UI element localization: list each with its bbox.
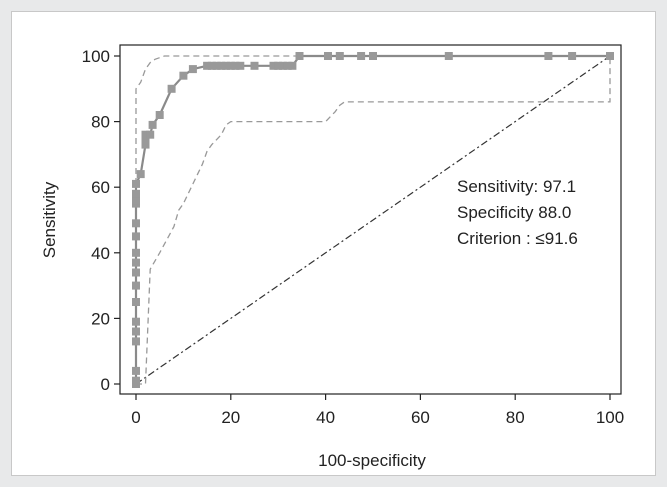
roc-point-marker [222, 61, 231, 70]
roc-point-marker [288, 61, 297, 70]
roc-point-marker [236, 61, 245, 70]
roc-point-marker [444, 52, 453, 60]
specificity-annotation: Specificity 88.0 [457, 203, 571, 222]
x-tick-label: 60 [411, 408, 430, 427]
roc-point-marker [132, 366, 140, 375]
roc-point-marker [136, 170, 145, 179]
roc-curve-layer [132, 52, 614, 388]
x-tick-label: 100 [596, 408, 624, 427]
roc-point-marker [357, 52, 366, 60]
roc-point-marker [207, 61, 216, 70]
criterion-annotation: Criterion : ≤91.6 [457, 229, 578, 248]
roc-point-marker [132, 248, 140, 257]
roc-point-marker [278, 61, 287, 70]
roc-point-marker [132, 232, 140, 241]
roc-point-marker [155, 111, 164, 119]
x-tick-label: 80 [506, 408, 525, 427]
roc-point-marker [132, 189, 140, 198]
roc-point-marker [283, 61, 292, 70]
roc-point-marker [141, 130, 150, 139]
roc-point-marker [141, 140, 150, 149]
roc-point-marker [132, 376, 140, 385]
roc-point-marker [226, 61, 235, 70]
roc-point-marker [132, 337, 140, 346]
roc-point-marker [132, 179, 140, 188]
roc-point-marker [148, 120, 157, 129]
roc-point-marker [132, 219, 140, 228]
reference-diagonal-layer [135, 55, 611, 385]
roc-point-marker [568, 52, 577, 60]
y-axis-title: Sensitivity [40, 181, 59, 258]
x-axis: 0 20 40 60 80 100 [131, 394, 624, 427]
roc-point-marker [250, 61, 259, 70]
roc-point-marker [269, 61, 278, 70]
roc-point-marker [132, 298, 140, 306]
roc-point-marker [369, 52, 377, 60]
roc-point-marker [132, 268, 140, 277]
x-tick-label: 0 [131, 408, 140, 427]
y-tick-label: 20 [91, 309, 110, 328]
roc-point-marker [217, 61, 226, 70]
roc-point-marker [132, 327, 140, 336]
figure-panel [11, 11, 656, 476]
y-tick-label: 80 [91, 113, 110, 132]
roc-point-marker [188, 65, 197, 74]
x-tick-label: 20 [221, 408, 240, 427]
roc-point-marker [179, 71, 188, 80]
roc-point-marker [132, 258, 140, 267]
y-tick-label: 0 [101, 375, 110, 394]
roc-point-marker [132, 317, 140, 326]
roc-point-marker [606, 52, 614, 60]
roc-point-marker [335, 52, 344, 60]
y-tick-label: 100 [82, 47, 110, 66]
roc-point-marker [167, 84, 176, 93]
plot-area-border [119, 44, 622, 395]
roc-point-marker [324, 52, 332, 60]
roc-point-marker [132, 281, 140, 290]
roc-point-marker [212, 61, 221, 70]
x-axis-title: 100-specificity [318, 451, 426, 470]
roc-point-marker [295, 52, 304, 60]
sensitivity-annotation: Sensitivity: 97.1 [457, 177, 576, 196]
roc-point-marker [544, 52, 553, 60]
roc-point-marker [274, 61, 283, 70]
lower-ci-line [136, 56, 611, 385]
y-axis: 0 20 40 60 80 100 [82, 47, 120, 394]
x-tick-label: 40 [316, 408, 335, 427]
roc-point-marker [231, 61, 240, 70]
roc-point-marker [203, 61, 212, 70]
roc-point-marker [146, 130, 155, 139]
reference-diagonal-line [135, 55, 611, 385]
y-tick-label: 60 [91, 178, 110, 197]
y-tick-label: 40 [91, 244, 110, 263]
